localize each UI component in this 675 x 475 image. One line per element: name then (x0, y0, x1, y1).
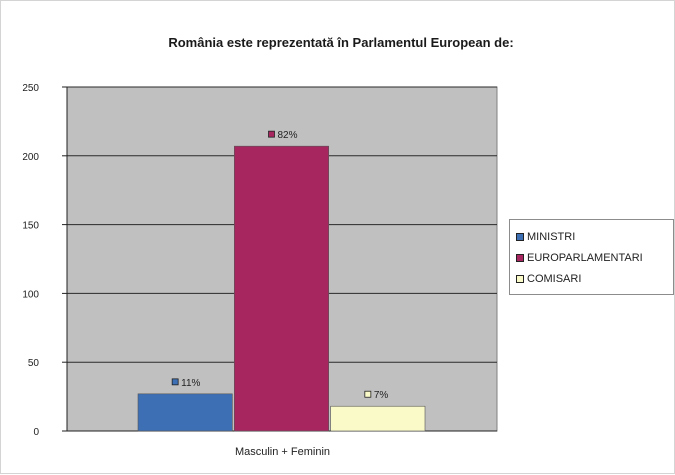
chart-legend: MINISTRI EUROPARLAMENTARI COMISARI (509, 219, 674, 295)
data-label-swatch (171, 378, 179, 386)
legend-swatch-europarlamentari (516, 253, 524, 262)
legend-label-ministri: MINISTRI (527, 230, 576, 243)
data-label-swatch (268, 130, 275, 138)
bar-europarlamentari (234, 145, 329, 432)
data-label: 82% (278, 130, 298, 141)
y-tick-label: 50 (28, 358, 40, 369)
data-label: 11% (181, 378, 200, 389)
y-tick-label: 150 (22, 221, 39, 232)
legend-item-comisari: COMISARI (516, 268, 673, 289)
x-category-label: Masculin + Feminin (235, 446, 330, 458)
y-tick-label: 250 (22, 83, 39, 94)
legend-swatch-ministri (516, 232, 524, 241)
y-tick-label: 0 (33, 427, 39, 438)
bar-comisari (330, 405, 426, 432)
chart-title: România este reprezentată în Parlamentul… (168, 35, 513, 50)
y-tick-label: 200 (22, 152, 39, 163)
legend-label-europarlamentari: EUROPARLAMENTARI (527, 251, 643, 264)
data-label-swatch (364, 390, 372, 398)
y-tick-label: 100 (22, 289, 39, 300)
bar-ministri (137, 393, 233, 432)
legend-label-comisari: COMISARI (527, 272, 582, 285)
legend-item-ministri: MINISTRI (516, 226, 673, 247)
legend-item-europarlamentari: EUROPARLAMENTARI (516, 247, 673, 268)
legend-swatch-comisari (516, 274, 524, 283)
data-label: 7% (374, 390, 389, 401)
